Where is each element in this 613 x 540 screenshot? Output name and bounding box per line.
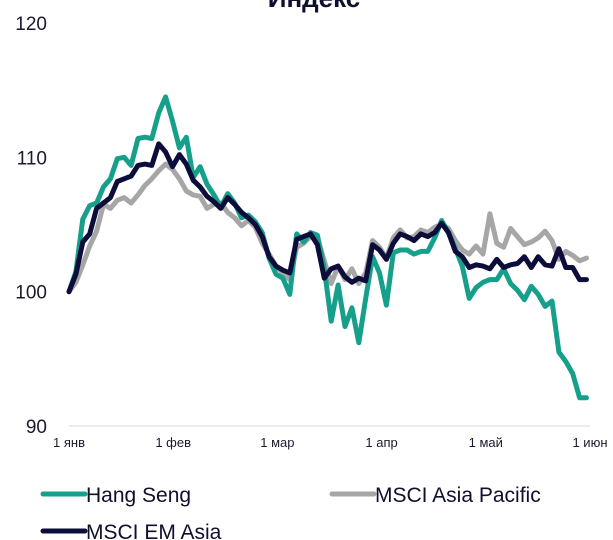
legend-label: Hang Seng [86,484,191,507]
y-tick-label: 90 [26,417,47,438]
y-tick-label: 100 [15,283,47,304]
legend-item-msci-asia-pacific: MSCI Asia Pacific [329,484,541,507]
x-tick-label: 1 май [469,435,503,450]
y-tick-label: 120 [15,14,47,35]
legend-label: MSCI Asia Pacific [375,484,541,507]
x-tick-label: 1 июн [572,435,607,450]
x-axis: 1 янв 1 фев 1 мар 1 апр 1 май 1 июн [53,425,608,450]
x-tick-label: 1 фев [155,435,191,450]
y-axis: 90 100 110 120 [15,14,47,438]
plot-area [66,94,589,401]
legend-label: MSCI EM Asia [86,521,222,540]
chart-title-clip: Индекс [268,0,361,13]
series-line-msci-em-asia [66,141,589,295]
legend: Hang Seng MSCI Asia Pacific MSCI EM Asia [40,484,541,540]
legend-item-hang-seng: Hang Seng [40,484,191,507]
x-tick-label: 1 янв [53,435,85,450]
x-tick-label: 1 мар [260,435,294,450]
legend-item-msci-em-asia: MSCI EM Asia [40,521,222,540]
series-line-hang-seng [66,94,589,401]
y-tick-label: 110 [17,148,47,169]
chart-title: Индекс [268,0,361,13]
x-tick-label: 1 апр [365,435,397,450]
